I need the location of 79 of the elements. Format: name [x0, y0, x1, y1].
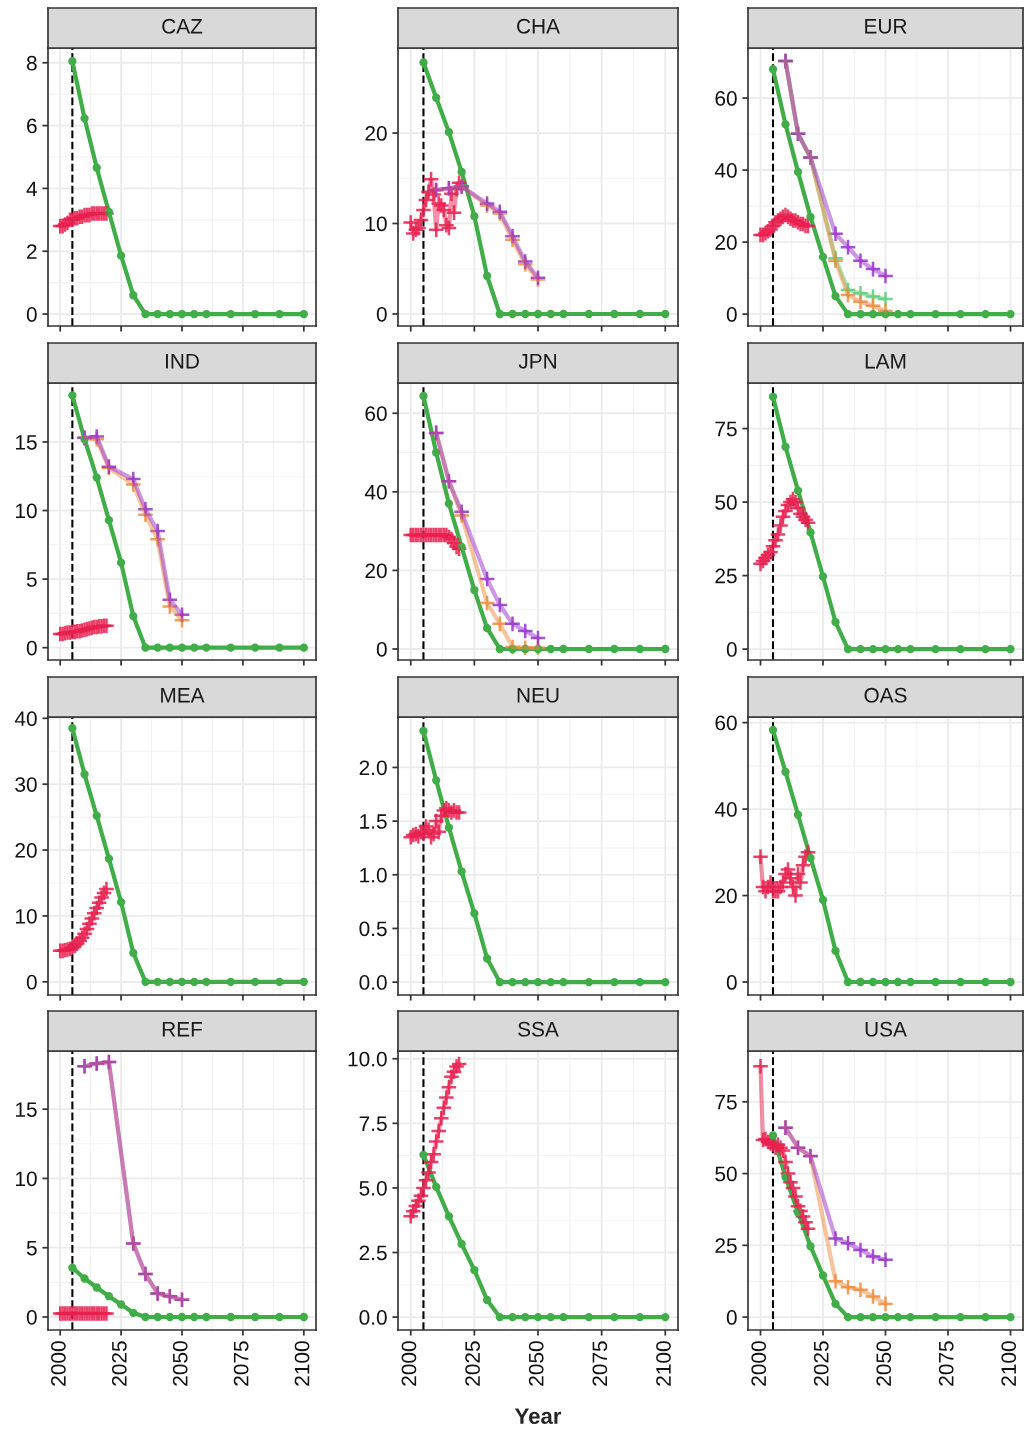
y-tick-label: 0 — [26, 307, 37, 322]
y-tick-label: 10 — [16, 503, 37, 519]
y-tick-label: 30 — [15, 777, 37, 792]
x-tick-label: 2075 — [592, 1341, 608, 1386]
y-tick-label: 0 — [26, 974, 37, 990]
y-tick-label: 2.0 — [359, 760, 387, 776]
x-tick-label: 2025 — [813, 1341, 829, 1386]
y-tick-label: 25 — [715, 1238, 737, 1254]
y-tick-label: 20 — [15, 843, 37, 858]
y-tick-label: 20 — [715, 888, 737, 904]
y-tick-label: 0.5 — [359, 921, 387, 937]
y-tick-label: 10 — [366, 216, 387, 232]
y-tick-label: 40 — [714, 163, 737, 178]
chart-title: SSA — [518, 1021, 559, 1037]
chart-title: CAZ — [162, 18, 203, 34]
chart-title: IND — [165, 354, 199, 369]
y-tick-label: 20 — [365, 563, 387, 579]
y-tick-label: 5.0 — [359, 1180, 387, 1196]
y-tick-label: 0 — [376, 306, 387, 322]
chart-title: USA — [865, 1021, 907, 1037]
y-tick-label: 1.5 — [360, 814, 387, 829]
y-tick-label: 0 — [726, 307, 737, 322]
chart-title: EUR — [865, 19, 907, 34]
chart-title: LAM — [865, 354, 906, 369]
y-tick-label: 40 — [364, 484, 387, 500]
y-tick-label: 0.0 — [359, 975, 387, 990]
y-tick-label: 50 — [715, 1166, 737, 1182]
y-tick-label: 10 — [16, 1171, 37, 1187]
y-tick-label: 75 — [715, 421, 737, 437]
x-tick-label: 2075 — [233, 1341, 249, 1386]
y-tick-label: 60 — [715, 91, 737, 106]
y-tick-label: 6 — [27, 118, 37, 134]
x-tick-label: 2000 — [51, 1341, 66, 1386]
chart-title: CHA — [517, 18, 560, 34]
y-tick-label: 0 — [726, 642, 737, 657]
chart-title: REF — [162, 1022, 202, 1037]
y-tick-label: 0.0 — [359, 1310, 387, 1325]
y-tick-label: 20 — [365, 126, 387, 141]
y-tick-label: 25 — [715, 568, 737, 584]
y-tick-label: 0 — [376, 642, 387, 657]
x-tick-label: 2000 — [751, 1341, 767, 1386]
x-tick-label: 2050 — [528, 1341, 544, 1386]
y-tick-label: 2 — [27, 244, 37, 259]
y-tick-label: 7.5 — [359, 1116, 387, 1132]
y-tick-label: 0 — [26, 1309, 37, 1325]
chart-title: NEU — [517, 688, 559, 703]
y-tick-label: 40 — [14, 711, 37, 727]
y-tick-label: 10.0 — [348, 1051, 387, 1067]
x-tick-label: 2100 — [294, 1341, 310, 1386]
y-tick-label: 15 — [16, 1102, 37, 1117]
y-tick-label: 40 — [714, 802, 737, 817]
chart-title: JPN — [518, 354, 556, 369]
x-tick-label: 2100 — [1001, 1341, 1017, 1386]
y-tick-label: 0 — [726, 1310, 737, 1325]
y-tick-label: 50 — [715, 495, 737, 510]
y-tick-label: 5 — [26, 1240, 37, 1256]
y-tick-label: 0 — [726, 975, 737, 990]
x-axis-title: Year — [514, 1408, 562, 1424]
y-tick-label: 5 — [26, 572, 37, 587]
chart-title: MEA — [161, 688, 205, 703]
y-tick-label: 60 — [715, 715, 737, 731]
y-tick-label: 1.0 — [360, 867, 387, 883]
y-tick-label: 0 — [26, 640, 37, 656]
y-tick-label: 4 — [26, 181, 37, 196]
x-tick-label: 2025 — [111, 1341, 127, 1386]
y-tick-label: 10 — [16, 908, 37, 924]
x-tick-label: 2050 — [172, 1341, 188, 1386]
x-tick-label: 2000 — [401, 1341, 417, 1386]
y-tick-label: 75 — [715, 1095, 737, 1110]
chart-title: OAS — [864, 687, 907, 703]
x-tick-label: 2100 — [656, 1341, 671, 1386]
x-tick-label: 2025 — [465, 1341, 480, 1386]
y-tick-label: 15 — [16, 435, 37, 450]
y-tick-label: 20 — [715, 235, 737, 250]
x-tick-label: 2050 — [876, 1341, 892, 1386]
x-tick-label: 2075 — [938, 1341, 954, 1386]
y-tick-label: 60 — [365, 406, 387, 422]
y-tick-label: 2.5 — [359, 1245, 387, 1261]
y-tick-label: 8 — [26, 55, 37, 71]
